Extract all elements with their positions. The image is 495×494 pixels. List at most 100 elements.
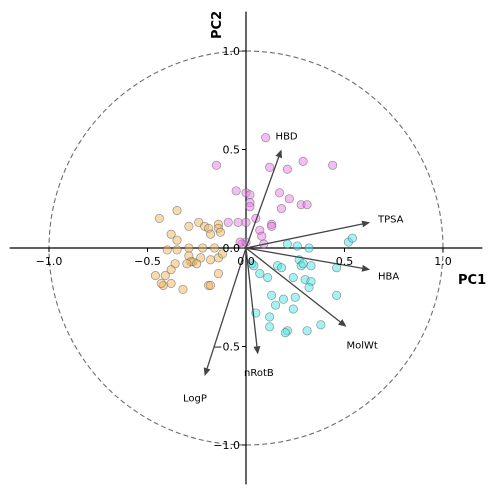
data-point	[235, 237, 245, 247]
loading-vector	[245, 247, 258, 347]
data-point	[205, 255, 216, 265]
data-point	[160, 271, 170, 281]
data-point	[306, 261, 316, 271]
x-tick-label: 0.0	[237, 255, 255, 268]
data-point	[209, 243, 220, 253]
data-point	[249, 261, 259, 271]
labels-layer: −1.0 −1.0 −0.5 −0.5 0.00.0 0.5 0.5 1.0 1.0 PC1 PC2…	[36, 11, 486, 452]
data-point	[166, 229, 176, 239]
loading-vector-arrowhead	[338, 319, 347, 327]
data-point	[290, 292, 300, 302]
data-point	[267, 221, 277, 231]
loading-vector	[245, 247, 363, 269]
x-tick-label: 1.0	[434, 255, 452, 268]
data-point	[166, 278, 176, 289]
data-point	[274, 188, 285, 198]
loading-vector-label: HBA	[378, 272, 399, 283]
x-tick-label: −0.5	[134, 255, 161, 268]
data-point	[282, 164, 292, 174]
data-point	[156, 278, 166, 289]
data-point	[276, 204, 287, 214]
data-point	[205, 229, 216, 239]
data-point	[270, 300, 281, 310]
data-point	[245, 190, 255, 200]
data-point	[282, 239, 292, 249]
data-point	[288, 304, 298, 314]
data-point	[241, 217, 251, 227]
data-point	[213, 269, 223, 279]
data-point	[316, 320, 326, 330]
loading-vector-label: nRotB	[244, 368, 274, 379]
y-tick-label: 0.0	[223, 242, 241, 255]
data-point	[178, 284, 188, 294]
loading-vector-arrowhead	[203, 367, 211, 377]
points-layer	[150, 133, 357, 338]
loading-vector	[206, 247, 247, 369]
loading-vector	[245, 156, 280, 249]
data-point	[276, 263, 287, 273]
x-tick-label: 0.5	[336, 255, 354, 268]
data-point	[255, 269, 265, 279]
loading-vector-arrowhead	[361, 264, 371, 272]
data-point	[265, 162, 275, 172]
data-point	[162, 245, 172, 255]
data-point	[292, 241, 302, 251]
loading-vector-label: HBD	[276, 132, 298, 143]
y-axis-title: PC2	[210, 11, 225, 39]
data-point	[278, 294, 288, 304]
data-point	[198, 243, 208, 253]
data-point	[211, 160, 221, 170]
data-point	[298, 259, 308, 269]
data-point	[265, 322, 275, 332]
loading-vector-label: TPSA	[377, 214, 404, 225]
data-point	[302, 326, 312, 336]
data-point	[205, 280, 216, 290]
y-tick-label: 0.5	[223, 144, 241, 157]
data-point	[302, 200, 312, 210]
vectors-layer	[203, 149, 371, 377]
y-tick-label: −0.5	[213, 341, 240, 354]
loading-vector	[245, 247, 341, 323]
data-point	[182, 259, 192, 269]
data-point	[280, 328, 290, 338]
data-point	[332, 290, 342, 300]
y-tick-label: −1.0	[213, 439, 240, 452]
loading-vector-label: MolWt	[346, 341, 377, 352]
loading-vector-label: LogP	[183, 394, 207, 405]
loading-vector-arrowhead	[361, 220, 371, 228]
data-point	[288, 272, 298, 283]
data-point	[172, 206, 182, 216]
data-point	[257, 231, 267, 241]
data-point	[304, 282, 314, 292]
data-point	[150, 271, 160, 281]
data-point	[154, 213, 164, 223]
data-point	[217, 249, 227, 259]
data-point	[184, 221, 194, 231]
data-point	[298, 156, 308, 166]
data-point	[245, 202, 255, 212]
data-point	[192, 259, 202, 269]
data-point	[347, 233, 357, 243]
data-point	[261, 133, 271, 143]
data-point	[263, 272, 273, 283]
data-point	[304, 243, 314, 253]
data-point	[166, 265, 176, 275]
y-tick-label: 1.0	[223, 45, 241, 58]
x-tick-label: −1.0	[36, 255, 63, 268]
data-point	[233, 217, 243, 227]
data-point	[223, 217, 233, 227]
data-point	[328, 160, 338, 170]
data-point	[265, 312, 275, 322]
loading-vector-arrowhead	[275, 149, 283, 159]
data-point	[172, 235, 182, 245]
data-point	[184, 243, 194, 253]
data-point	[215, 227, 225, 237]
data-point	[267, 290, 277, 300]
loading-vector-arrowhead	[253, 346, 261, 355]
loading-vector	[245, 223, 363, 249]
x-axis-title: PC1	[458, 273, 486, 288]
data-point	[231, 186, 241, 196]
data-point	[284, 194, 294, 204]
data-point	[172, 245, 182, 255]
